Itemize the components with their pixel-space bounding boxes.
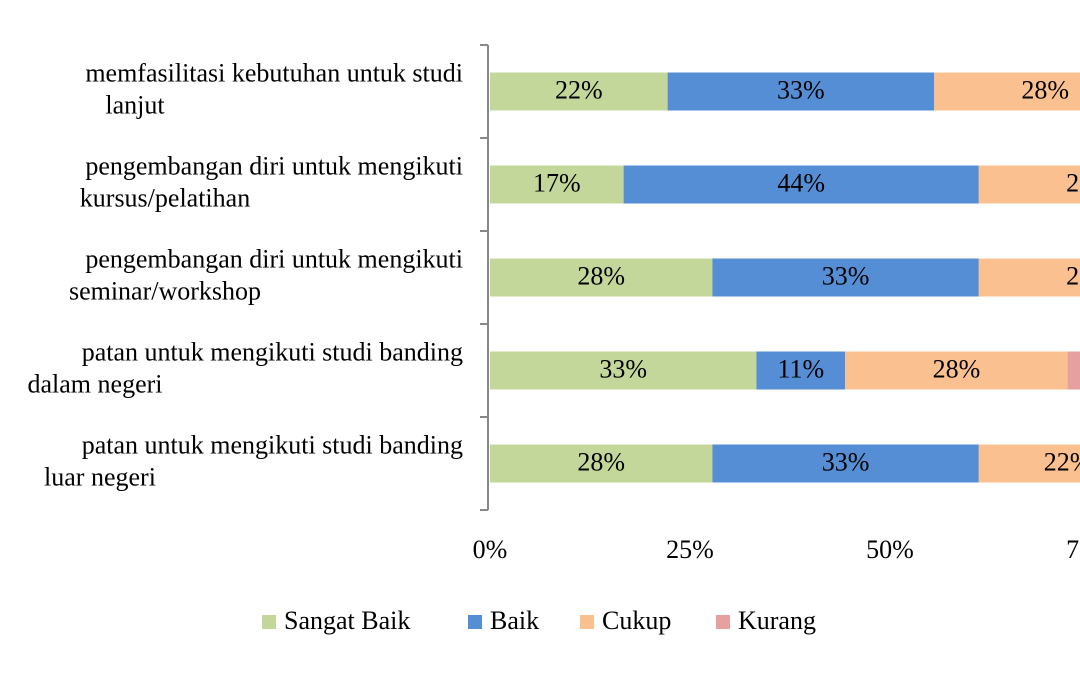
data-label: 33% [822,447,870,476]
bar-segment [667,72,934,111]
legend-label: Baik [490,606,539,635]
bar-segment [490,444,713,483]
legend-swatch [716,615,730,629]
data-label: 33% [777,75,825,104]
legend-swatch [262,615,276,629]
bar-segment [490,72,668,111]
category-label: luar negeri [44,462,156,491]
bar-segment [712,444,979,483]
bar-segment [490,351,757,390]
category-label: kursus/pelatihan [80,183,250,212]
category-label: patan untuk mengikuti studi banding [82,337,463,366]
bar-segment [934,72,1080,111]
data-label: 44% [777,168,825,197]
bar-segment [490,258,713,297]
legend-swatch [580,615,594,629]
legend-label: Kurang [738,606,816,635]
x-tick-label: 0% [473,535,508,564]
category-label: dalam negeri [28,369,163,398]
bar-segment [756,351,846,390]
data-label: 28% [933,354,981,383]
data-label: 28% [1066,168,1080,197]
bar-segment [490,165,624,204]
category-label: seminar/workshop [69,276,261,305]
data-label: 11% [777,354,824,383]
bar-segment [978,165,1080,204]
legend-label: Sangat Baik [284,606,410,635]
category-label: pengembangan diri untuk mengikuti [85,151,463,180]
data-label: 28% [1066,261,1080,290]
bar-segment [1067,351,1080,390]
legend-swatch [468,615,482,629]
data-label: 22% [1044,447,1080,476]
category-label: memfasilitasi kebutuhan untuk studi [85,58,463,87]
category-label: lanjut [105,90,165,119]
x-tick-label: 50% [866,535,914,564]
legend-label: Cukup [602,606,671,635]
data-label: 28% [577,261,625,290]
bar-segment [978,444,1080,483]
bar-segment [845,351,1068,390]
bar-segment [712,258,979,297]
bar-segment [978,258,1080,297]
data-label: 33% [599,354,647,383]
category-label: patan untuk mengikuti studi banding [82,430,463,459]
data-label: 33% [822,261,870,290]
category-label: pengembangan diri untuk mengikuti [85,244,463,273]
x-tick-label: 75% [1066,535,1080,564]
data-label: 17% [533,168,581,197]
x-tick-label: 25% [666,535,714,564]
bar-segment [623,165,979,204]
data-label: 28% [577,447,625,476]
data-label: 22% [555,75,603,104]
data-label: 28% [1021,75,1069,104]
